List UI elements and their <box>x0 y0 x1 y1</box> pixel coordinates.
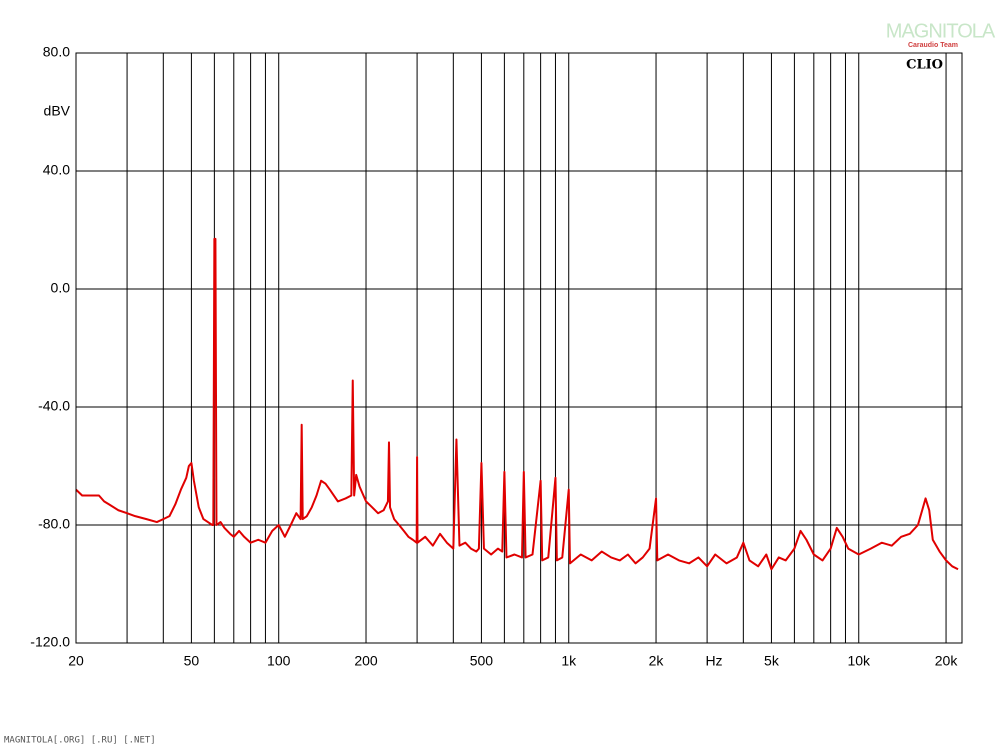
x-axis-label: Hz <box>705 653 722 669</box>
x-tick-label: 1k <box>561 653 577 669</box>
x-tick-label: 50 <box>184 653 200 669</box>
plot <box>75 237 959 571</box>
plot-frame <box>75 52 963 644</box>
spectrum-line <box>75 237 959 571</box>
brand: CLIO <box>906 58 943 73</box>
footer: MAGNITOLA[.ORG] [.RU] [.NET] <box>4 736 156 746</box>
y-tick-label: 80.0 <box>43 44 70 60</box>
x-tick-label: 20 <box>68 653 84 669</box>
y-tick-label: 0.0 <box>51 280 71 296</box>
x-tick-label: 20k <box>935 653 959 669</box>
y-tick-label: -40.0 <box>38 398 70 414</box>
x-tick-label: 500 <box>470 653 494 669</box>
y-axis-label: dBV <box>44 103 71 119</box>
x-tick-label: 10k <box>847 653 871 669</box>
x-tick-label: 5k <box>764 653 780 669</box>
x-tick-label: 200 <box>354 653 378 669</box>
x-tick-label: 100 <box>267 653 291 669</box>
y-tick-label: 40.0 <box>43 162 70 178</box>
x-tick-label: 2k <box>649 653 665 669</box>
logo-sub: Caraudio Team <box>908 42 958 49</box>
y-tick-label: -120.0 <box>30 634 70 650</box>
logo: MAGNITOLA <box>886 20 996 42</box>
y-tick-label: -80.0 <box>38 516 70 532</box>
